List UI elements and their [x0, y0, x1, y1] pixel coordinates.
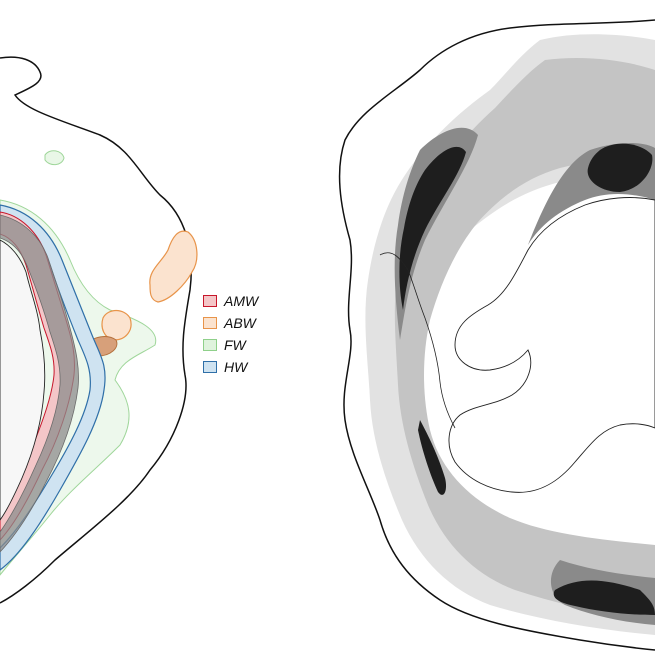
abw-region-small	[101, 309, 132, 341]
shade-black-west	[399, 146, 466, 310]
legend-swatch-abw	[203, 317, 217, 329]
left-panel-map	[0, 56, 198, 604]
legend-item-amw: AMW	[203, 290, 283, 312]
legend-swatch-amw	[203, 295, 217, 307]
right-panel-map	[338, 19, 655, 651]
abw-region-large	[149, 230, 198, 303]
shade-dark-west	[394, 127, 478, 341]
right-continent	[448, 197, 655, 493]
legend-swatch-fw	[203, 339, 217, 351]
legend-label-hw: HW	[224, 359, 248, 375]
legend-item-hw: HW	[203, 356, 283, 378]
shade-black-ring	[587, 143, 653, 192]
overlap-band	[0, 214, 79, 553]
shade-black-southwest	[418, 420, 447, 495]
shade-black-south	[553, 580, 655, 615]
legend-item-fw: FW	[203, 334, 283, 356]
hw-band	[0, 204, 106, 571]
legend-label-fw: FW	[224, 337, 246, 353]
right-coastline-west	[379, 252, 456, 429]
fw-small-blob	[44, 150, 65, 166]
legend-label-amw: AMW	[224, 293, 259, 309]
legend: AMW ABW FW HW	[203, 290, 283, 378]
right-outer-boundary	[338, 19, 655, 651]
shade-mid	[394, 58, 655, 621]
legend-label-abw: ABW	[224, 315, 256, 331]
left-continent	[0, 239, 46, 521]
legend-swatch-hw	[203, 361, 217, 373]
legend-item-abw: ABW	[203, 312, 283, 334]
